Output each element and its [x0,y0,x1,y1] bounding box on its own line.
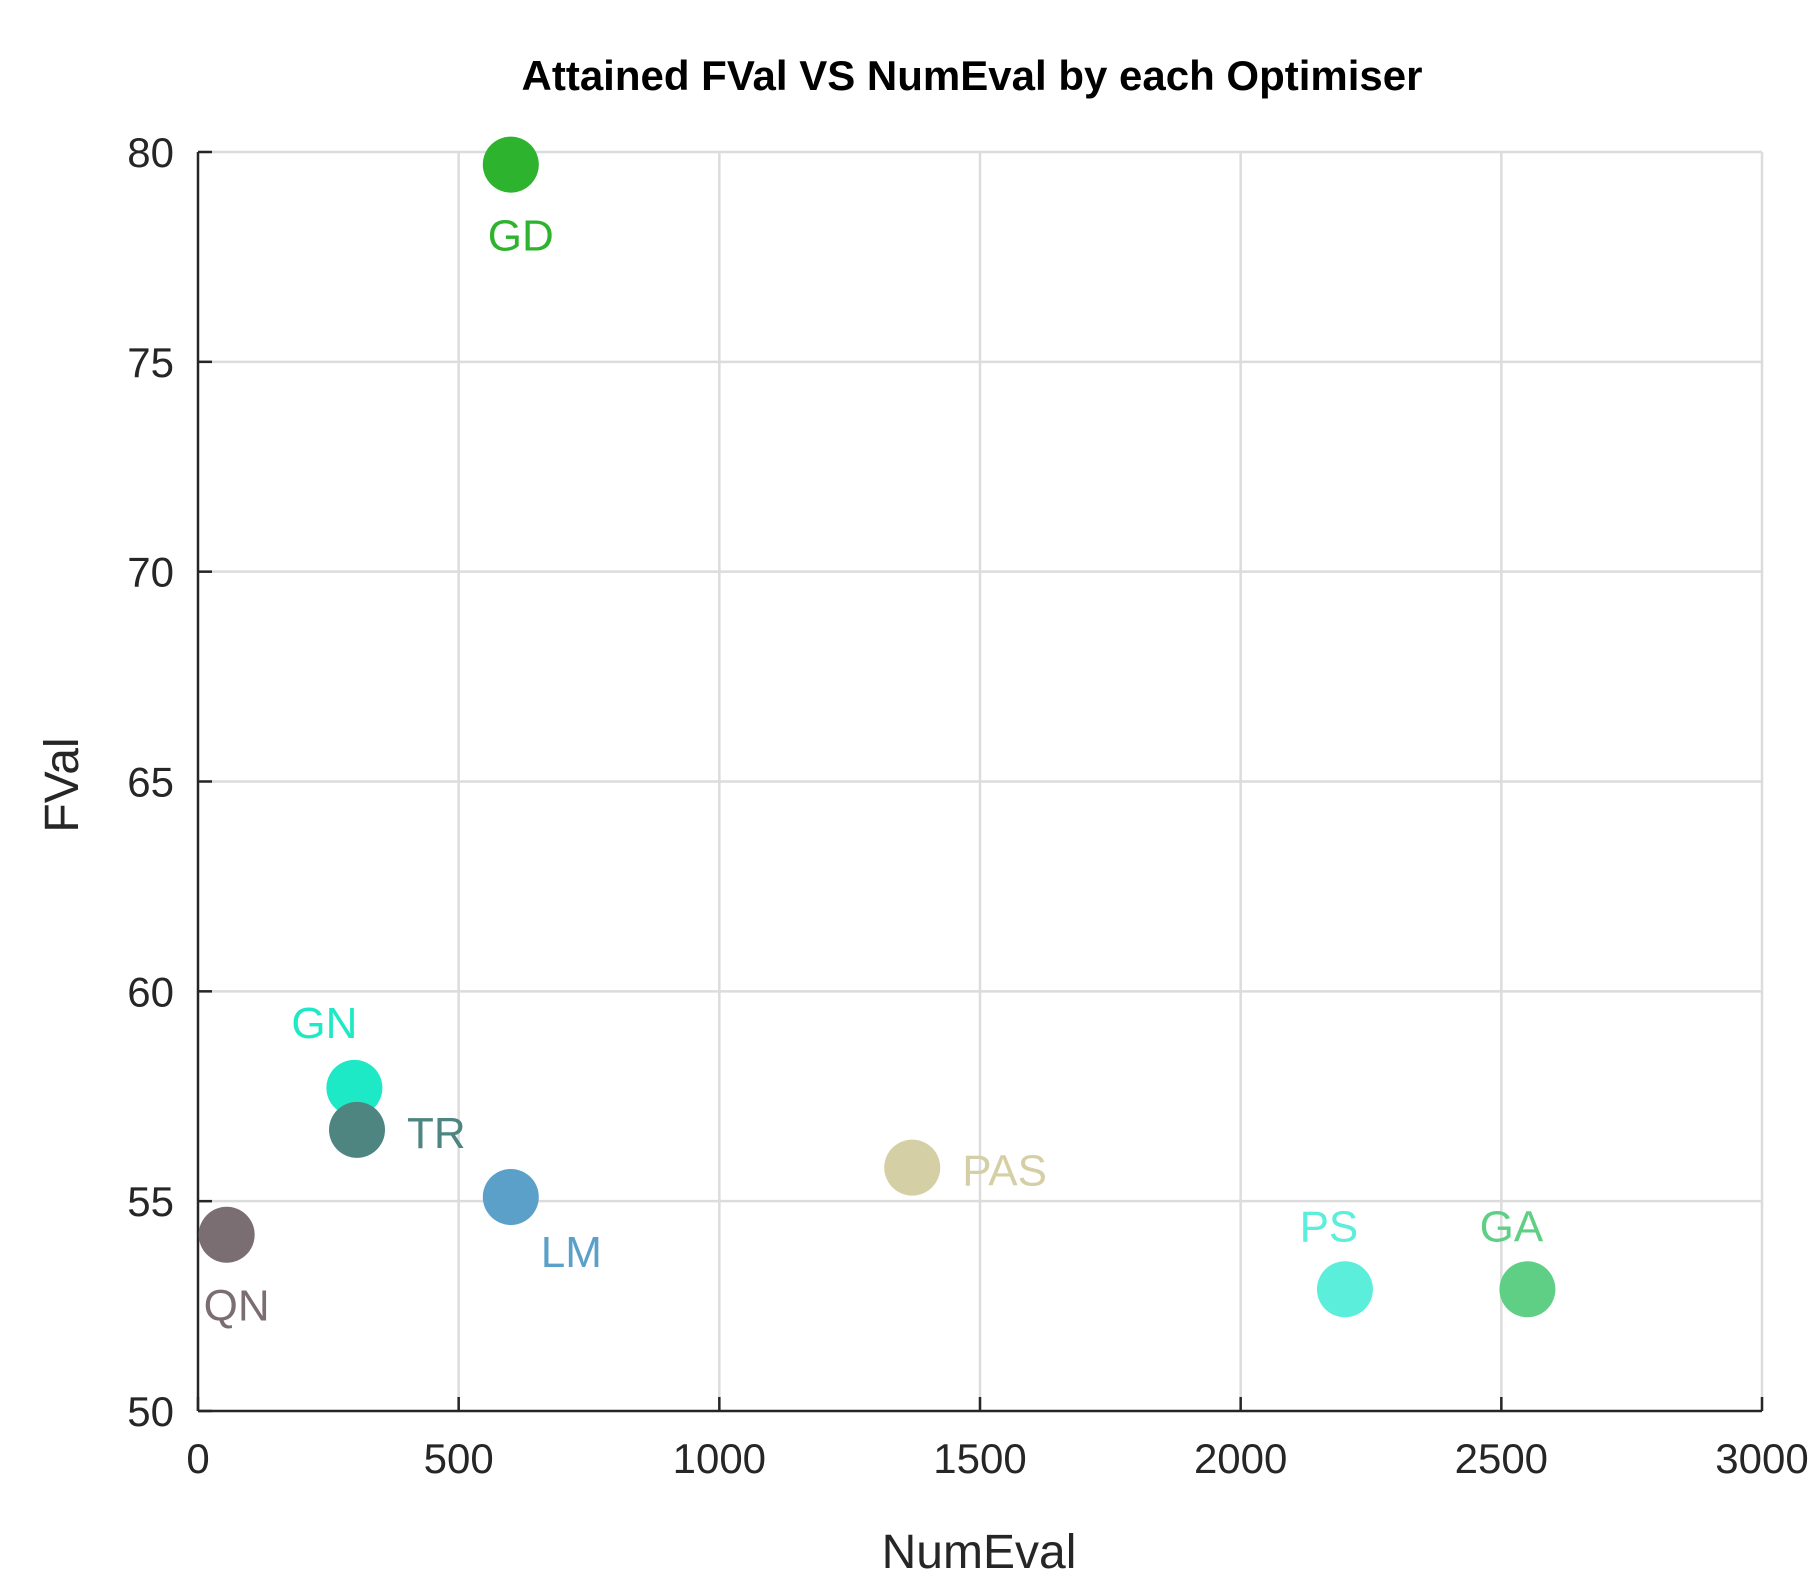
x-tick-label: 1500 [933,1435,1026,1482]
data-label-gd: GD [488,212,554,261]
data-label-lm: LM [541,1228,602,1277]
grid [198,150,1764,1411]
chart-title: Attained FVal VS NumEval by each Optimis… [522,52,1423,99]
scatter-point-gd [482,136,539,193]
data-labels: GD GN TR LM QN PAS PS GA [204,212,1544,1331]
y-tick-label: 65 [127,759,174,806]
data-label-pas: PAS [962,1147,1047,1196]
data-label-ps: PS [1300,1202,1359,1251]
y-tick-label: 50 [127,1388,174,1435]
data-label-qn: QN [204,1282,270,1331]
y-tick-label: 60 [127,968,174,1015]
scatter-point-qn [198,1206,255,1263]
x-tick-label: 3000 [1715,1435,1808,1482]
tick-labels: 0 500 1000 1500 2000 2500 3000 50 55 60 65 70 75 80 [127,129,1808,1482]
y-tick-label: 75 [127,339,174,386]
scatter-point-lm [482,1168,539,1225]
data-points [198,136,1556,1318]
axes [196,150,1764,1413]
x-axis-label: NumEval [882,1526,1077,1579]
data-label-gn: GN [291,999,357,1048]
y-axis-label: FVal [36,737,89,832]
x-tick-label: 2500 [1455,1435,1548,1482]
x-tick-label: 1000 [673,1435,766,1482]
x-tick-label: 2000 [1194,1435,1287,1482]
scatter-point-pas [884,1139,941,1196]
y-tick-label: 70 [127,549,174,596]
scatter-point-ps [1316,1261,1373,1318]
data-label-ga: GA [1480,1202,1544,1251]
y-tick-label: 80 [127,129,174,176]
y-tick-label: 55 [127,1178,174,1225]
scatter-point-gn [326,1059,383,1116]
data-label-tr: TR [407,1109,466,1158]
x-tick-label: 0 [186,1435,209,1482]
scatter-point-ga [1499,1261,1556,1318]
x-tick-label: 500 [424,1435,494,1482]
scatter-point-tr [329,1101,386,1158]
